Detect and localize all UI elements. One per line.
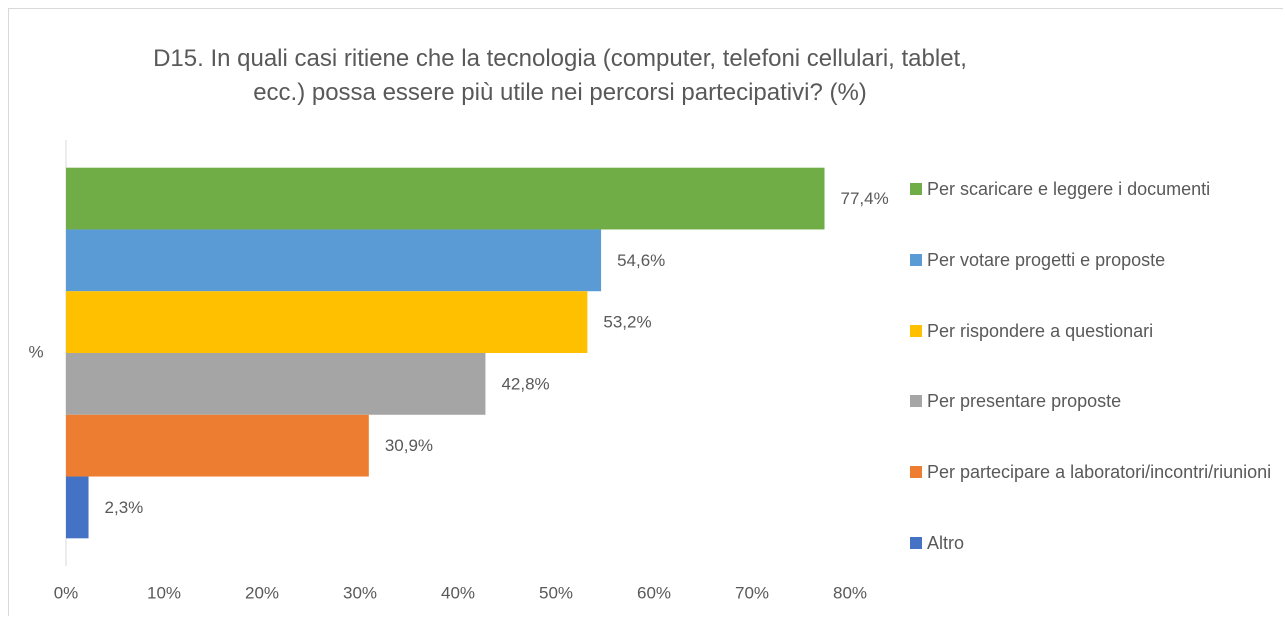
legend-label: Per votare progetti e proposte — [927, 249, 1166, 270]
legend-label: Altro — [927, 532, 965, 553]
legend-swatch — [910, 536, 922, 549]
x-tick-label: 50% — [539, 583, 573, 602]
x-tick-label: 30% — [343, 583, 377, 602]
x-tick-label: 10% — [147, 583, 181, 602]
x-tick-label: 40% — [441, 583, 475, 602]
chart-title: D15. In quali casi ritiene che la tecnol… — [153, 45, 967, 106]
x-tick-label: 70% — [735, 583, 769, 602]
legend-item: Per partecipare a laboratori/incontri/ri… — [910, 459, 1272, 485]
bar — [66, 476, 89, 539]
data-label: 77,4% — [841, 189, 889, 208]
data-label: 2,3% — [105, 498, 144, 517]
x-tick-label: 80% — [833, 583, 867, 602]
y-tick-label: % — [28, 342, 43, 361]
legend-swatch — [910, 395, 922, 408]
legend-label: Per presentare proposte — [927, 391, 1122, 412]
data-label: 53,2% — [603, 313, 651, 332]
legend-item: Per rispondere a questionari — [910, 318, 1272, 344]
data-label: 30,9% — [385, 436, 433, 455]
legend: Per scaricare e leggere i documenti Per v… — [910, 176, 1272, 556]
legend-swatch — [910, 324, 922, 337]
legend-item: Altro — [910, 530, 1272, 556]
bar — [66, 353, 486, 415]
data-label: 54,6% — [617, 251, 665, 270]
legend-swatch — [910, 183, 922, 195]
legend-item: Per scaricare e leggere i documenti — [910, 176, 1272, 202]
legend-label: Per partecipare a laboratori/incontri/ri… — [927, 462, 1272, 483]
bar — [66, 229, 602, 292]
x-tick-label: 60% — [637, 583, 671, 602]
data-label: 42,8% — [501, 374, 549, 393]
bar — [66, 167, 825, 230]
x-tick-label: 20% — [245, 583, 279, 602]
legend-swatch — [910, 466, 922, 479]
legend-swatch — [910, 253, 922, 266]
legend-item: Per presentare proposte — [910, 388, 1272, 414]
legend-label: Per rispondere a questionari — [927, 320, 1154, 341]
bar — [66, 291, 588, 353]
legend-label: Per scaricare e leggere i documenti — [927, 179, 1211, 199]
x-tick-label: 0% — [54, 583, 79, 602]
chart-frame — [8, 8, 1283, 616]
legend-item: Per votare progetti e proposte — [910, 247, 1272, 273]
bar — [66, 414, 369, 477]
